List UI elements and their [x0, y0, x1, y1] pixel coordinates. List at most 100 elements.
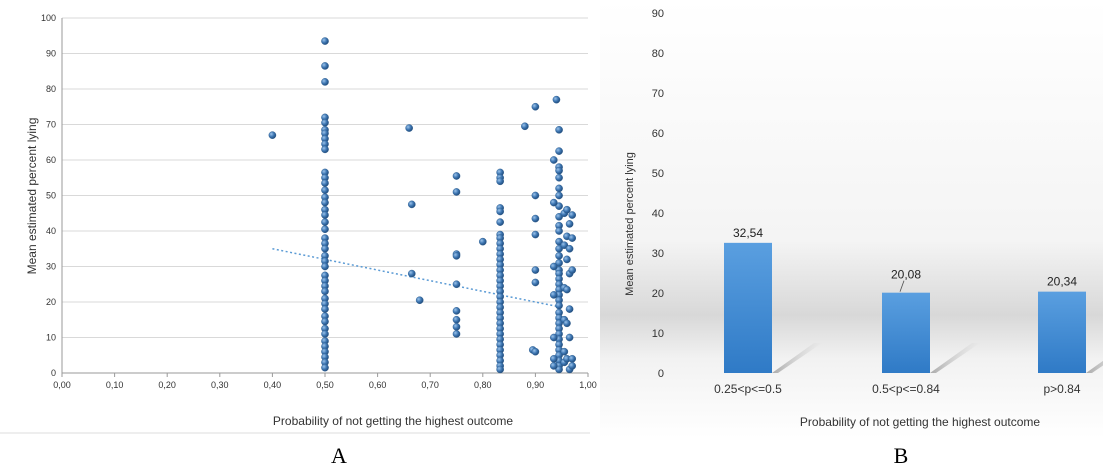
scatter-point [555, 173, 563, 182]
scatter-point [531, 191, 540, 200]
scatter-point [563, 319, 571, 328]
scatter-point [550, 354, 558, 363]
y-tick-label: 60 [652, 128, 664, 140]
y-tick-label: 90 [652, 8, 664, 20]
y-tick-label: 10 [652, 328, 664, 340]
scatter-point [321, 118, 329, 127]
y-tick-label: 30 [652, 248, 664, 260]
bar-shadow [1086, 360, 1103, 373]
data-label: 20,34 [1047, 275, 1077, 289]
y-tick-label: 40 [46, 226, 56, 236]
scatter-point [321, 145, 329, 154]
scatter-point [568, 211, 577, 219]
scatter-point [560, 347, 569, 356]
panel-label-b: B [894, 443, 909, 468]
scatter-point [531, 230, 540, 239]
category-label: 0.5<p<=0.84 [872, 382, 940, 396]
y-tick-label: 0 [51, 368, 56, 378]
scatter-point [565, 220, 574, 228]
scatter-point [452, 330, 461, 338]
bar [724, 242, 772, 373]
y-tick-label: 50 [652, 168, 664, 180]
scatter-point [568, 354, 577, 363]
x-tick-label: 1,00 [579, 380, 597, 390]
scatter-point [321, 225, 329, 234]
scatter-point [452, 307, 461, 315]
scatter-point [321, 186, 329, 194]
scatter-point [496, 177, 504, 186]
chart-a-xlabel: Probability of not getting the highest o… [273, 414, 513, 428]
bar-chart-b: 0 10 20 30 40 50 60 70 80 90 32,54 0.25<p<=0.5 20,0… [600, 0, 1103, 468]
scatter-point [555, 212, 563, 221]
scatter-point [452, 252, 461, 260]
scatter-point [531, 347, 540, 356]
y-tick-label: 90 [46, 49, 56, 59]
scatter-point [321, 179, 329, 187]
scatter-point [452, 188, 461, 196]
y-tick-label: 100 [41, 13, 56, 23]
scatter-point [321, 78, 329, 86]
scatter-point [321, 305, 329, 313]
scatter-point [563, 285, 571, 294]
x-tick-label: 0,70 [421, 380, 439, 390]
scatter-point [565, 333, 574, 342]
scatter-point [550, 156, 558, 164]
scatter-point [321, 37, 329, 45]
scatter-point [496, 365, 504, 374]
y-tick-label: 70 [652, 88, 664, 100]
y-tick-label: 0 [658, 368, 664, 380]
scatter-point [565, 244, 574, 253]
scatter-point [321, 211, 329, 219]
scatter-point [563, 205, 571, 214]
chart-a-ylabel: Mean estimated percent lying [25, 118, 39, 275]
data-label-leader [899, 280, 905, 292]
scatter-point [565, 305, 574, 313]
bar-shadow [772, 343, 822, 373]
scatter-point [452, 315, 461, 324]
scatter-point [496, 207, 504, 216]
scatter-point [407, 269, 416, 278]
chart-b-ylabel: Mean estimated percent lying [624, 152, 636, 296]
scatter-point [321, 262, 329, 271]
scatter-point [555, 252, 563, 260]
x-tick-label: 0,30 [211, 380, 229, 390]
scatter-point [452, 280, 461, 289]
scatter-point [555, 126, 563, 134]
y-tick-label: 40 [652, 208, 664, 220]
x-tick-label: 0,60 [369, 380, 387, 390]
category-label: p>0.84 [1043, 382, 1080, 396]
y-tick-label: 70 [46, 120, 56, 130]
scatter-point [321, 363, 329, 372]
panel-label-a: A [331, 443, 347, 468]
chart-b-background [600, 0, 1103, 438]
x-tick-label: 0,50 [316, 380, 334, 390]
scatter-point [496, 218, 504, 226]
bar [882, 292, 930, 373]
y-tick-label: 20 [652, 288, 664, 300]
scatter-point [321, 244, 329, 253]
scatter-point [550, 291, 558, 299]
y-tick-label: 80 [652, 48, 664, 60]
scatter-point [407, 200, 416, 209]
scatter-point [560, 241, 569, 249]
scatter-point [531, 102, 540, 111]
scatter-point [552, 95, 561, 104]
category-label: 0.25<p<=0.5 [714, 382, 782, 396]
scatter-point [555, 191, 563, 200]
scatter-point [531, 214, 540, 223]
scatter-point [478, 237, 487, 246]
scatter-point [550, 362, 558, 370]
scatter-point [555, 166, 563, 175]
scatter-point [550, 262, 558, 271]
y-tick-label: 10 [46, 333, 56, 343]
y-tick-label: 30 [46, 262, 56, 272]
x-tick-label: 0,90 [527, 380, 545, 390]
bar-shadow [930, 343, 980, 373]
x-tick-label: 0,00 [53, 380, 71, 390]
scatter-point [550, 198, 558, 207]
data-label: 20,08 [891, 268, 921, 282]
scatter-point [555, 301, 563, 310]
data-label: 32,54 [733, 226, 763, 240]
scatter-point [555, 184, 563, 193]
scatter-point [555, 227, 563, 235]
